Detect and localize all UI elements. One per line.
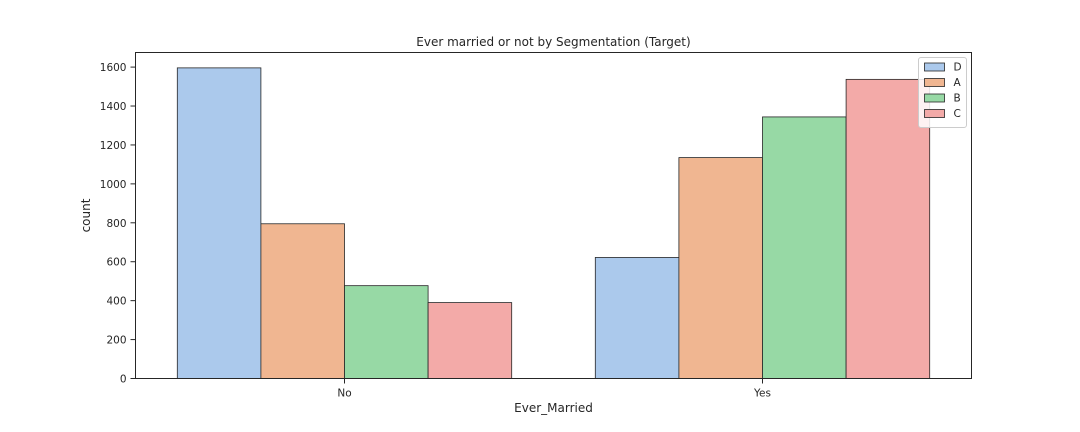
legend-swatch-a: [924, 78, 945, 87]
y-axis-label: count: [79, 198, 93, 232]
x-axis-label: Ever_Married: [514, 401, 593, 415]
bar-no-d: [176, 67, 262, 379]
legend-swatch-d: [924, 62, 945, 72]
legend-swatch-c: [924, 109, 945, 118]
y-tick-label: 800: [106, 218, 126, 230]
x-tick-label: No: [337, 388, 351, 400]
bar-yes-c: [845, 78, 931, 379]
y-tick-label: 400: [106, 296, 126, 308]
legend-label-c: C: [954, 108, 961, 120]
x-axis-ticks: No Yes: [337, 378, 771, 400]
y-tick-label: 1600: [100, 62, 127, 74]
bar-no-a: [260, 223, 345, 379]
bar-no-b: [344, 285, 429, 379]
bar-yes-a: [678, 157, 763, 379]
bar-yes-d: [594, 257, 680, 379]
y-tick-label: 1200: [100, 140, 127, 152]
bar-yes-b: [762, 116, 847, 379]
y-tick-label: 1400: [100, 101, 127, 113]
y-tick-label: 0: [120, 374, 127, 386]
y-axis-ticks: 0 200 400 600 800 1000 1200 1400 1600: [100, 62, 136, 386]
legend-label-d: D: [954, 62, 962, 74]
y-tick-label: 600: [106, 257, 126, 269]
bars-layer: [176, 67, 931, 379]
legend-label-a: A: [954, 77, 962, 89]
chart-title: Ever married or not by Segmentation (Tar…: [416, 35, 690, 49]
bar-no-c: [427, 302, 513, 379]
plot-frame: [135, 52, 972, 379]
x-tick-label: Yes: [753, 388, 771, 400]
legend-label-b: B: [954, 93, 961, 105]
y-tick-label: 200: [106, 335, 126, 347]
y-tick-label: 1000: [100, 179, 127, 191]
legend-swatch-b: [924, 93, 945, 103]
